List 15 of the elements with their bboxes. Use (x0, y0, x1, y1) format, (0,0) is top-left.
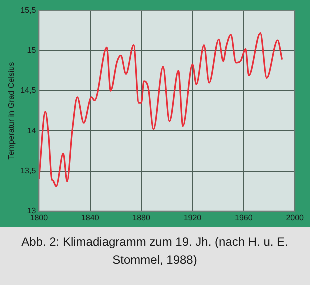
line-series (39, 32, 284, 188)
y-tick-label: 14 (27, 126, 37, 136)
y-tick-label: 15,5 (20, 6, 37, 16)
x-tick-label: 1960 (235, 213, 254, 222)
x-tick-label: 1800 (30, 213, 49, 222)
x-tick-label: 1880 (132, 213, 151, 222)
y-tick-label: 14,5 (20, 86, 37, 96)
y-axis-title: Temperatur in Grad Celsius (7, 62, 16, 160)
x-tick-label: 1920 (184, 213, 202, 222)
y-tick-label: 15 (27, 46, 37, 56)
y-tick-label: 13,5 (20, 166, 37, 176)
caption: Abb. 2: Klimadiagramm zum 19. Jh. (nach H. u. E. Stommel, 1988) (20, 234, 290, 269)
x-tick-label: 2000 (286, 213, 305, 222)
x-tick-label: 1840 (81, 213, 100, 222)
y-tick-label: 13 (27, 206, 37, 216)
